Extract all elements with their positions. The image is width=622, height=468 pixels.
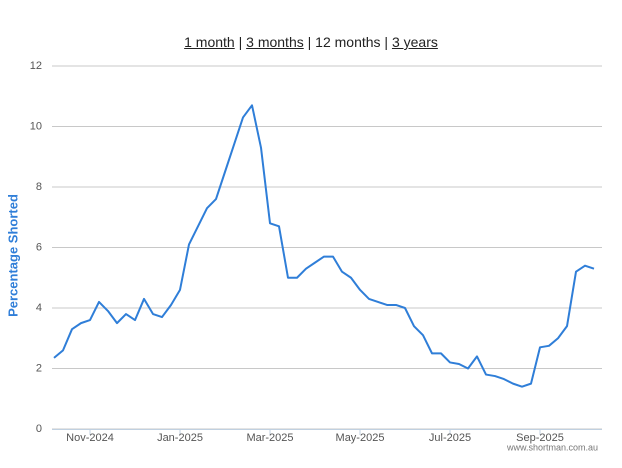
line [53, 104, 595, 388]
y-tick-label: 2 [36, 362, 42, 374]
y-tick-label: 12 [30, 60, 42, 72]
x-tick-label: Nov-2024 [66, 432, 114, 444]
x-tick-label: Mar-2025 [246, 432, 293, 444]
y-tick-label: 6 [36, 241, 42, 253]
separator: | [238, 34, 243, 50]
x-tick-label: Sep-2025 [516, 432, 564, 444]
watermark: www.shortman.com.au [506, 442, 598, 452]
y-axis-label: Percentage Shorted [5, 194, 20, 317]
x-tick-label: May-2025 [336, 432, 385, 444]
x-tick-label: Jan-2025 [157, 432, 203, 444]
y-tick-label: 10 [30, 120, 42, 132]
y-tick-label: 4 [36, 302, 42, 314]
x-tick-label: Jul-2025 [429, 432, 471, 444]
y-tick-label: 8 [36, 181, 42, 193]
period-link[interactable]: 3 years [391, 34, 438, 50]
separator: | [384, 34, 389, 50]
period-link[interactable]: 3 months [246, 34, 304, 50]
separator: | [307, 34, 312, 50]
y-tick-label: 0 [36, 423, 42, 435]
period-current: 12 months [315, 34, 381, 50]
period-nav: 1 month | 3 months | 12 months | 3 years [0, 34, 622, 50]
period-link[interactable]: 1 month [184, 34, 235, 50]
